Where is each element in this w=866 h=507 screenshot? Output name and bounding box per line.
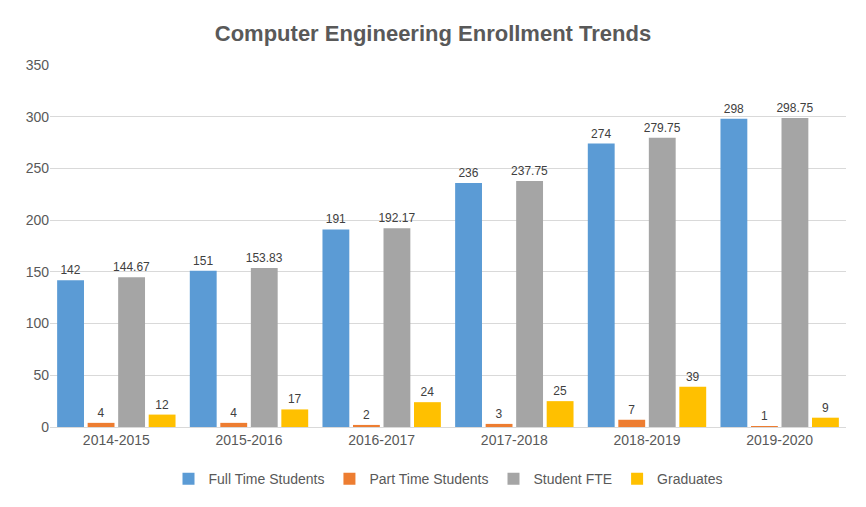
svg-text:2018-2019: 2018-2019 <box>614 432 681 448</box>
svg-text:Full Time Students: Full Time Students <box>209 471 325 487</box>
svg-text:3: 3 <box>496 407 503 421</box>
svg-text:237.75: 237.75 <box>511 164 548 178</box>
svg-text:0: 0 <box>41 419 49 435</box>
svg-text:142: 142 <box>60 263 80 277</box>
svg-text:9: 9 <box>822 401 829 415</box>
svg-text:Graduates: Graduates <box>657 471 722 487</box>
svg-text:153.83: 153.83 <box>246 251 283 265</box>
svg-text:298: 298 <box>724 102 744 116</box>
svg-text:274: 274 <box>591 127 611 141</box>
svg-text:1: 1 <box>761 409 768 423</box>
svg-text:4: 4 <box>230 406 237 420</box>
svg-text:200: 200 <box>26 212 50 228</box>
svg-text:250: 250 <box>26 160 50 176</box>
svg-text:350: 350 <box>26 57 50 73</box>
svg-text:Student FTE: Student FTE <box>534 471 613 487</box>
svg-text:24: 24 <box>421 385 435 399</box>
svg-text:100: 100 <box>26 315 50 331</box>
svg-text:Computer Engineering Enrollmen: Computer Engineering Enrollment Trends <box>215 21 651 46</box>
svg-text:12: 12 <box>155 398 169 412</box>
svg-text:298.75: 298.75 <box>776 101 813 115</box>
svg-text:2016-2017: 2016-2017 <box>348 432 415 448</box>
svg-text:192.17: 192.17 <box>378 211 415 225</box>
svg-text:2014-2015: 2014-2015 <box>83 432 150 448</box>
svg-text:2015-2016: 2015-2016 <box>216 432 283 448</box>
svg-text:39: 39 <box>686 370 700 384</box>
svg-text:279.75: 279.75 <box>644 121 681 135</box>
svg-text:Part Time Students: Part Time Students <box>369 471 488 487</box>
svg-text:25: 25 <box>553 384 567 398</box>
svg-text:7: 7 <box>628 403 635 417</box>
svg-text:144.67: 144.67 <box>113 260 150 274</box>
svg-text:150: 150 <box>26 264 50 280</box>
svg-text:4: 4 <box>98 406 105 420</box>
svg-text:300: 300 <box>26 109 50 125</box>
svg-text:191: 191 <box>326 212 346 226</box>
svg-text:2017-2018: 2017-2018 <box>481 432 548 448</box>
svg-text:17: 17 <box>288 392 302 406</box>
svg-text:2019-2020: 2019-2020 <box>746 432 813 448</box>
svg-text:2: 2 <box>363 408 370 422</box>
svg-text:151: 151 <box>193 254 213 268</box>
svg-text:236: 236 <box>458 166 478 180</box>
svg-text:50: 50 <box>33 367 49 383</box>
